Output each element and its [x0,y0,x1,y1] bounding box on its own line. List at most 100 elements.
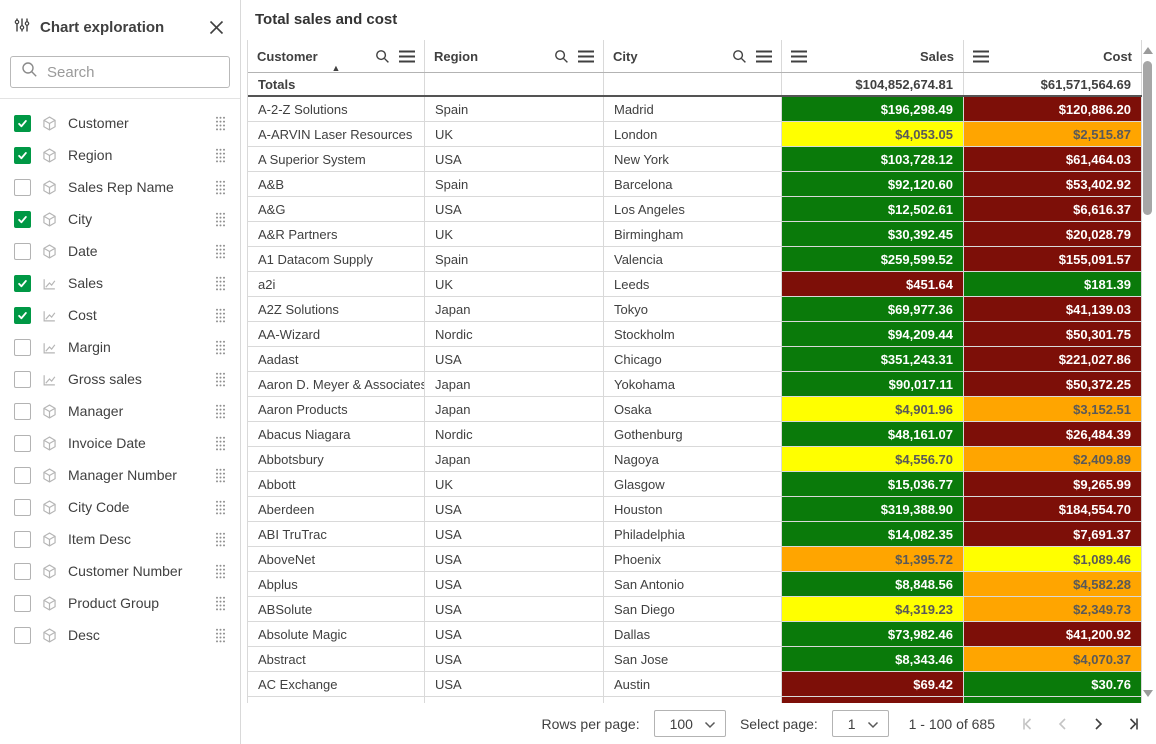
cell-region[interactable] [425,697,604,703]
cell-region[interactable]: USA [425,572,604,597]
drag-handle-icon[interactable] [215,500,226,515]
cell-customer[interactable]: Aadast [248,347,425,372]
cell-region[interactable]: UK [425,122,604,147]
cell-customer[interactable]: A2Z Solutions [248,297,425,322]
cell-region[interactable]: UK [425,222,604,247]
cell-customer[interactable]: A-ARVIN Laser Resources [248,122,425,147]
field-checkbox[interactable] [14,530,31,548]
cell-customer[interactable]: A&G [248,197,425,222]
field-checkbox[interactable] [14,434,31,452]
cell-customer[interactable]: A1 Datacom Supply [248,247,425,272]
field-item-manager-number[interactable]: Manager Number [0,459,240,491]
cell-region[interactable]: USA [425,147,604,172]
cell-customer[interactable]: Abbotsbury [248,447,425,472]
cell-city[interactable]: San Antonio [604,572,782,597]
cell-city[interactable]: Phoenix [604,547,782,572]
field-checkbox[interactable] [14,210,31,228]
search-input[interactable]: Search [10,56,230,88]
field-item-invoice-date[interactable]: Invoice Date [0,427,240,459]
field-item-gross-sales[interactable]: Gross sales [0,363,240,395]
cell-region[interactable]: UK [425,272,604,297]
column-header-city[interactable]: City [604,40,782,72]
scroll-up-icon[interactable] [1142,47,1153,54]
column-header-customer[interactable]: Customer ▲ [248,40,425,73]
scroll-down-icon[interactable] [1142,690,1153,697]
column-menu-icon[interactable] [578,50,594,63]
field-checkbox[interactable] [14,498,31,516]
cell-customer[interactable]: Abstract [248,647,425,672]
cell-city[interactable]: Houston [604,497,782,522]
field-item-customer[interactable]: Customer [0,107,240,139]
cell-region[interactable]: Japan [425,297,604,322]
cell-city[interactable]: Stockholm [604,322,782,347]
field-checkbox[interactable] [14,338,31,356]
field-item-item-desc[interactable]: Item Desc [0,523,240,555]
field-checkbox[interactable] [14,114,31,132]
field-item-sales[interactable]: Sales [0,267,240,299]
cell-customer[interactable]: AA-Wizard [248,322,425,347]
cell-region[interactable]: Spain [425,172,604,197]
field-item-cost[interactable]: Cost [0,299,240,331]
cell-region[interactable]: Japan [425,372,604,397]
cell-city[interactable]: London [604,122,782,147]
cell-region[interactable]: Spain [425,97,604,122]
drag-handle-icon[interactable] [215,116,226,131]
cell-city[interactable]: Nagoya [604,447,782,472]
vertical-scrollbar[interactable] [1141,42,1154,703]
column-menu-icon[interactable] [399,50,415,63]
field-item-product-group[interactable]: Product Group [0,587,240,619]
cell-region[interactable]: USA [425,622,604,647]
field-checkbox[interactable] [14,370,31,388]
search-icon[interactable] [375,49,390,64]
column-header-sales[interactable]: Sales [782,40,964,72]
field-item-desc[interactable]: Desc [0,619,240,651]
cell-city[interactable]: Gothenburg [604,422,782,447]
cell-region[interactable]: USA [425,522,604,547]
cell-city[interactable]: Birmingham [604,222,782,247]
drag-handle-icon[interactable] [215,276,226,291]
cell-customer[interactable]: a2i [248,272,425,297]
field-item-region[interactable]: Region [0,139,240,171]
drag-handle-icon[interactable] [215,532,226,547]
column-header-region[interactable]: Region [425,40,604,72]
cell-city[interactable]: Osaka [604,397,782,422]
drag-handle-icon[interactable] [215,564,226,579]
field-item-manager[interactable]: Manager [0,395,240,427]
field-checkbox[interactable] [14,274,31,292]
cell-region[interactable]: USA [425,647,604,672]
rows-per-page-select[interactable]: 100 [653,710,726,737]
cell-customer[interactable]: Abplus [248,572,425,597]
field-item-margin[interactable]: Margin [0,331,240,363]
search-icon[interactable] [554,49,569,64]
cell-city[interactable]: Valencia [604,247,782,272]
drag-handle-icon[interactable] [215,404,226,419]
field-checkbox[interactable] [14,594,31,612]
cell-customer[interactable]: A-2-Z Solutions [248,97,425,122]
field-checkbox[interactable] [14,562,31,580]
cell-region[interactable]: USA [425,597,604,622]
cell-customer[interactable]: A&R Partners [248,222,425,247]
cell-city[interactable]: Philadelphia [604,522,782,547]
cell-customer[interactable]: ABSolute [248,597,425,622]
prev-page-icon[interactable] [1056,717,1070,731]
cell-city[interactable]: Austin [604,672,782,697]
cell-customer[interactable]: AC Exchange [248,672,425,697]
scrollbar-thumb[interactable] [1143,61,1152,215]
cell-city[interactable]: San Diego [604,597,782,622]
cell-customer[interactable]: A Superior System [248,147,425,172]
cell-customer[interactable]: Absolute Magic [248,622,425,647]
cell-customer[interactable] [248,697,425,703]
cell-region[interactable]: UK [425,472,604,497]
drag-handle-icon[interactable] [215,212,226,227]
close-icon[interactable] [209,20,224,35]
cell-region[interactable]: USA [425,197,604,222]
last-page-icon[interactable] [1126,717,1140,731]
cell-city[interactable]: Dallas [604,622,782,647]
cell-city[interactable]: San Jose [604,647,782,672]
cell-region[interactable]: USA [425,547,604,572]
cell-city[interactable]: Los Angeles [604,197,782,222]
next-page-icon[interactable] [1091,717,1105,731]
drag-handle-icon[interactable] [215,244,226,259]
field-checkbox[interactable] [14,306,31,324]
cell-region[interactable]: USA [425,347,604,372]
